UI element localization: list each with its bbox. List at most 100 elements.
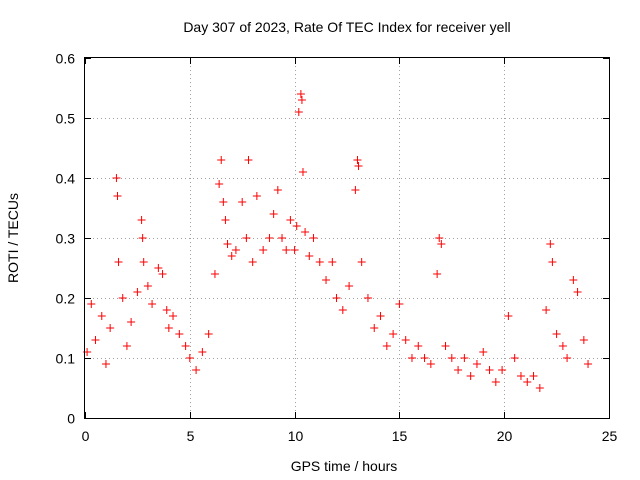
data-point xyxy=(138,234,147,242)
data-point xyxy=(137,216,146,224)
plot-frame xyxy=(84,57,610,419)
data-point xyxy=(558,342,567,350)
y-tick-label: 0.1 xyxy=(56,351,76,367)
y-tick-label: 0.2 xyxy=(56,291,76,307)
data-point xyxy=(376,312,385,320)
data-point xyxy=(231,246,240,254)
data-point xyxy=(504,312,513,320)
data-point xyxy=(259,246,268,254)
data-point xyxy=(238,198,247,206)
data-point xyxy=(382,342,391,350)
data-point xyxy=(185,354,194,362)
data-point xyxy=(158,270,167,278)
data-point xyxy=(192,366,201,374)
data-point xyxy=(479,348,488,356)
data-point xyxy=(292,222,301,230)
data-point xyxy=(584,360,593,368)
data-point xyxy=(353,156,362,164)
x-axis-title: GPS time / hours xyxy=(291,458,398,474)
data-point xyxy=(301,228,310,236)
data-point xyxy=(294,108,303,116)
data-points xyxy=(83,90,593,392)
y-tick-label: 0 xyxy=(67,411,75,427)
y-tick-label: 0.3 xyxy=(56,231,76,247)
data-point xyxy=(133,288,142,296)
x-tick-label: 0 xyxy=(82,428,90,444)
data-point xyxy=(437,240,446,248)
data-point xyxy=(175,330,184,338)
data-point xyxy=(573,288,582,296)
grid-lines xyxy=(85,58,609,418)
data-point xyxy=(485,366,494,374)
data-point xyxy=(204,330,213,338)
axis-ticks: 0 0.1 0.2 0.3 0.4 0.5 0.6 0 5 10 15 20 25 xyxy=(56,51,618,445)
data-point xyxy=(122,342,131,350)
data-point xyxy=(101,360,110,368)
x-tick-label: 5 xyxy=(187,428,195,444)
data-point xyxy=(363,294,372,302)
data-point xyxy=(227,252,236,260)
data-point xyxy=(252,192,261,200)
data-point xyxy=(435,234,444,242)
data-point xyxy=(407,354,416,362)
data-point xyxy=(460,354,469,362)
x-tick-label: 25 xyxy=(602,428,618,444)
data-point xyxy=(552,330,561,338)
data-point xyxy=(223,240,232,248)
data-point xyxy=(563,354,572,362)
data-point xyxy=(535,384,544,392)
data-point xyxy=(106,324,115,332)
data-point xyxy=(143,282,152,290)
y-tick-label: 0.4 xyxy=(56,171,76,187)
data-point xyxy=(118,294,127,302)
data-point xyxy=(217,156,226,164)
data-point xyxy=(219,198,228,206)
data-point xyxy=(354,162,363,170)
data-point xyxy=(127,318,136,326)
data-point xyxy=(516,372,525,380)
x-tick-label: 10 xyxy=(288,428,304,444)
data-point xyxy=(546,240,555,248)
data-point xyxy=(297,96,306,104)
data-point xyxy=(454,366,463,374)
data-point xyxy=(282,246,291,254)
data-point xyxy=(345,282,354,290)
chart-title: Day 307 of 2023, Rate Of TEC Index for r… xyxy=(183,19,510,35)
data-point xyxy=(97,312,106,320)
data-point xyxy=(169,312,178,320)
data-point xyxy=(523,378,532,386)
data-point xyxy=(278,234,287,242)
data-point xyxy=(466,372,475,380)
data-point xyxy=(548,258,557,266)
data-point xyxy=(148,300,157,308)
data-point xyxy=(420,354,429,362)
data-point xyxy=(370,324,379,332)
data-point xyxy=(221,216,230,224)
data-point xyxy=(338,306,347,314)
data-point xyxy=(401,336,410,344)
data-point xyxy=(290,246,299,254)
data-point xyxy=(309,234,318,242)
data-point xyxy=(529,372,538,380)
data-point xyxy=(305,252,314,260)
data-point xyxy=(112,174,121,182)
data-point xyxy=(298,168,307,176)
data-point xyxy=(395,300,404,308)
data-point xyxy=(426,360,435,368)
data-point xyxy=(269,210,278,218)
data-point xyxy=(542,306,551,314)
data-point xyxy=(447,354,456,362)
data-point xyxy=(139,258,148,266)
data-point xyxy=(91,336,100,344)
y-tick-label: 0.5 xyxy=(56,111,76,127)
data-point xyxy=(579,336,588,344)
data-point xyxy=(332,294,341,302)
data-point xyxy=(357,258,366,266)
data-point xyxy=(273,186,282,194)
data-point xyxy=(244,156,253,164)
x-tick-label: 20 xyxy=(497,428,513,444)
data-point xyxy=(315,258,324,266)
data-point xyxy=(113,192,122,200)
data-point xyxy=(210,270,219,278)
data-point xyxy=(433,270,442,278)
